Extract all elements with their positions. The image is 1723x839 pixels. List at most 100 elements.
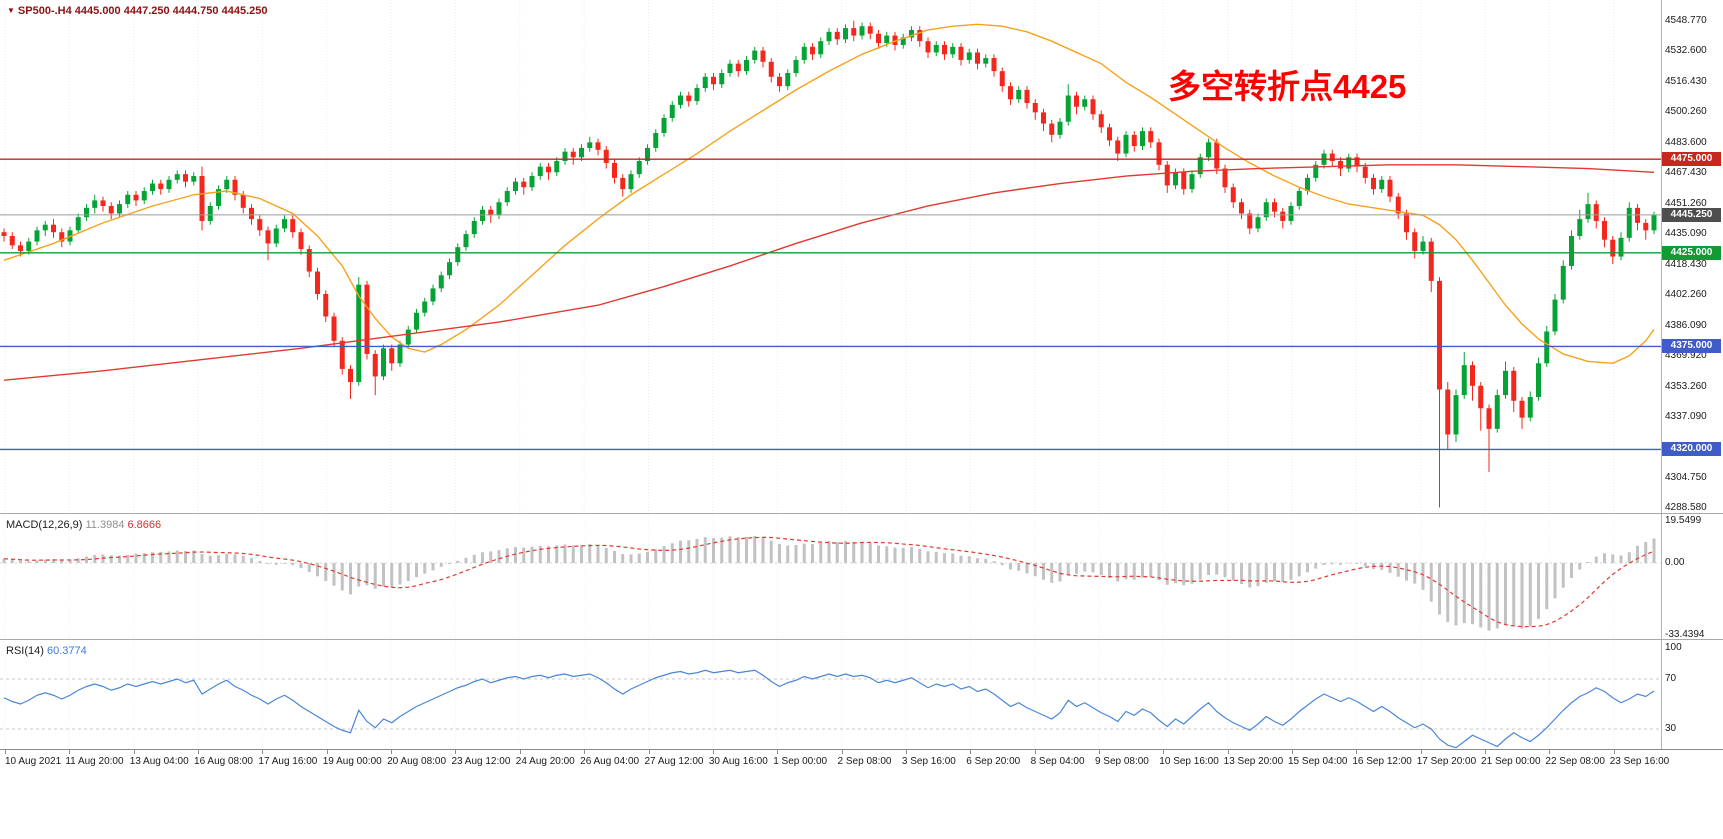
time-axis-tick bbox=[1163, 750, 1165, 754]
ohlc-text: SP500-.H4 4445.000 4447.250 4444.750 444… bbox=[17, 5, 268, 17]
time-axis-label: 27 Aug 12:00 bbox=[644, 756, 704, 767]
time-axis-tick bbox=[1613, 750, 1615, 754]
chart-annotation-text[interactable]: 多空转折点4425 bbox=[1168, 68, 1407, 105]
price-tick-label: 4483.600 bbox=[1665, 137, 1707, 149]
panel-separator[interactable] bbox=[0, 639, 1723, 640]
time-axis-label: 6 Sep 20:00 bbox=[966, 756, 1021, 767]
rsi-line bbox=[3, 669, 1655, 749]
macd-main-value: 11.3984 bbox=[85, 519, 125, 531]
time-axis-tick bbox=[1549, 750, 1551, 754]
price-tick-label: 4435.090 bbox=[1665, 227, 1707, 239]
macd-signal-value: 6.8666 bbox=[127, 519, 162, 531]
time-axis-label: 11 Aug 20:00 bbox=[65, 756, 124, 767]
price-tick-label: 4532.600 bbox=[1665, 45, 1707, 57]
time-axis[interactable]: 10 Aug 2021 11 Aug 20:00 13 Aug 04:00 16 Au… bbox=[0, 749, 1723, 773]
price-tag: 4445.250 bbox=[1662, 207, 1721, 222]
ohlc-info: ▼ SP500-.H4 4445.000 4447.250 4444.750 44… bbox=[7, 5, 267, 17]
price-tick-label: 4500.260 bbox=[1665, 105, 1707, 117]
time-axis-tick bbox=[1034, 750, 1036, 754]
time-axis-label: 23 Aug 12:00 bbox=[451, 756, 511, 767]
rsi-axis-label: 30 bbox=[1665, 723, 1677, 734]
time-axis-label: 15 Sep 04:00 bbox=[1288, 756, 1348, 767]
panel-separator[interactable] bbox=[0, 513, 1723, 514]
time-axis-label: 1 Sep 00:00 bbox=[773, 756, 828, 767]
price-tag: 4375.000 bbox=[1662, 339, 1721, 354]
axis-divider bbox=[1661, 0, 1662, 771]
time-axis-label: 9 Sep 08:00 bbox=[1094, 756, 1149, 767]
time-axis-tick bbox=[455, 750, 457, 754]
time-axis-tick bbox=[1292, 750, 1293, 754]
time-axis-label: 22 Sep 08:00 bbox=[1545, 756, 1605, 767]
time-axis-tick bbox=[1227, 750, 1229, 754]
price-tick-label: 4451.260 bbox=[1665, 197, 1707, 209]
price-tick-label: 4516.430 bbox=[1665, 75, 1707, 87]
macd-axis-label: 0.00 bbox=[1665, 557, 1685, 568]
time-axis-label: 17 Aug 16:00 bbox=[258, 756, 318, 767]
time-axis-tick bbox=[391, 750, 393, 754]
macd-canvas[interactable] bbox=[0, 515, 1661, 639]
time-axis-tick bbox=[1356, 750, 1358, 754]
time-axis-tick bbox=[1485, 750, 1487, 754]
time-axis-tick bbox=[69, 750, 71, 754]
rsi-axis-label: 70 bbox=[1665, 673, 1677, 684]
macd-label: MACD(12,26,9) bbox=[6, 519, 83, 531]
time-axis-tick bbox=[262, 750, 264, 754]
main-chart-canvas[interactable] bbox=[0, 0, 1661, 513]
time-axis-label: 13 Sep 20:00 bbox=[1223, 756, 1284, 767]
price-tick-label: 4353.260 bbox=[1665, 381, 1707, 393]
price-tick-label: 4548.770 bbox=[1665, 15, 1707, 27]
macd-axis-label: -33.4394 bbox=[1665, 628, 1705, 640]
time-axis-tick bbox=[133, 750, 135, 754]
time-axis-tick bbox=[519, 750, 521, 754]
macd-histogram bbox=[2, 535, 1656, 631]
time-axis-label: 8 Sep 04:00 bbox=[1030, 756, 1085, 767]
price-tick-label: 4467.430 bbox=[1665, 167, 1707, 179]
macd-signal-line bbox=[3, 536, 1655, 628]
time-axis-label: 10 Sep 16:00 bbox=[1159, 756, 1219, 767]
rsi-panel[interactable] bbox=[0, 641, 1661, 749]
time-axis-label: 2 Sep 08:00 bbox=[837, 756, 892, 767]
rsi-value: 60.3774 bbox=[46, 645, 87, 657]
macd-header: MACD(12,26,9) 11.3984 6.8666 bbox=[6, 519, 161, 531]
time-axis-tick bbox=[970, 750, 972, 754]
price-tick-label: 4288.580 bbox=[1665, 502, 1707, 514]
time-axis-label: 21 Sep 00:00 bbox=[1481, 756, 1541, 767]
time-axis-tick bbox=[198, 750, 200, 754]
time-axis-tick bbox=[648, 750, 650, 754]
time-axis-tick bbox=[584, 750, 586, 754]
main-chart[interactable] bbox=[0, 0, 1661, 513]
candles-group bbox=[1, 20, 1657, 508]
time-axis-label: 19 Aug 00:00 bbox=[322, 756, 382, 767]
time-axis-label: 10 Aug 2021 bbox=[5, 756, 62, 767]
time-axis-tick bbox=[1098, 750, 1100, 754]
price-tag: 4425.000 bbox=[1662, 245, 1721, 260]
time-axis-tick bbox=[777, 750, 779, 754]
time-axis-label: 20 Aug 08:00 bbox=[387, 756, 447, 767]
macd-panel[interactable] bbox=[0, 515, 1661, 639]
price-tick-label: 4386.090 bbox=[1665, 319, 1707, 331]
macd-axis-label: 19.5499 bbox=[1665, 515, 1702, 526]
time-axis-tick bbox=[905, 750, 907, 754]
time-axis-tick bbox=[326, 750, 328, 754]
price-tick-label: 4369.920 bbox=[1665, 349, 1707, 361]
collapse-arrow-icon[interactable]: ▼ bbox=[7, 6, 15, 15]
time-axis-label: 24 Aug 20:00 bbox=[515, 756, 575, 767]
rsi-header: RSI(14) 60.3774 bbox=[6, 645, 87, 657]
time-axis-tick bbox=[712, 750, 714, 754]
time-axis-label: 30 Aug 16:00 bbox=[708, 756, 768, 767]
rsi-axis-label: 100 bbox=[1665, 642, 1682, 653]
time-axis-tick bbox=[841, 750, 843, 754]
rsi-canvas[interactable] bbox=[0, 641, 1661, 749]
time-axis-label: 17 Sep 20:00 bbox=[1416, 756, 1477, 767]
price-axis[interactable]: 4548.770 4532.600 4516.430 4500.260 4483.600… bbox=[1662, 0, 1723, 513]
time-axis-label: 16 Aug 08:00 bbox=[194, 756, 253, 767]
time-axis-tick bbox=[5, 750, 6, 754]
rsi-label: RSI(14) bbox=[6, 645, 44, 657]
price-tag: 4320.000 bbox=[1662, 442, 1721, 457]
price-tick-label: 4418.430 bbox=[1665, 259, 1707, 271]
time-axis-label: 16 Sep 12:00 bbox=[1352, 756, 1412, 767]
price-tag: 4475.000 bbox=[1662, 152, 1721, 167]
time-axis-label: 23 Sep 16:00 bbox=[1609, 756, 1670, 767]
time-axis-tick bbox=[1420, 750, 1422, 754]
